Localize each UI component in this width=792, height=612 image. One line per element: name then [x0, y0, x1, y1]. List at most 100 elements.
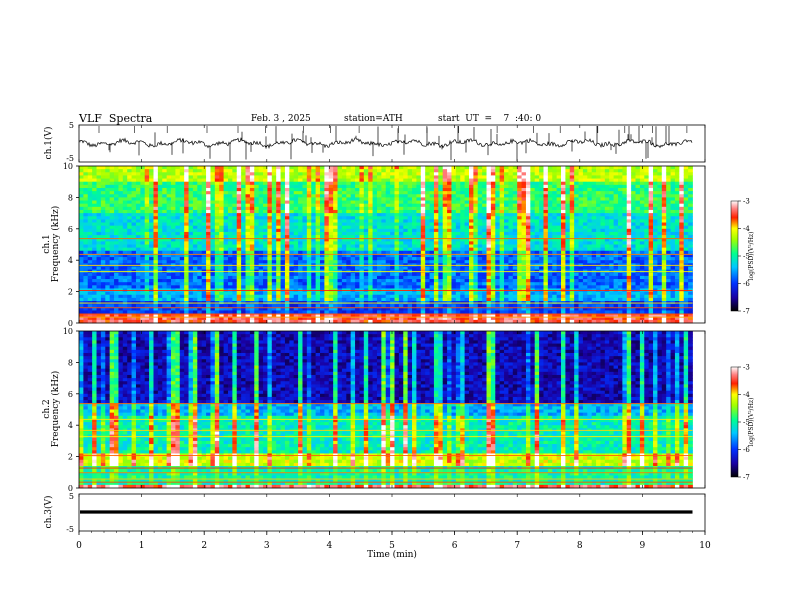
spectrogram-cell — [175, 209, 181, 214]
spectrogram-cell — [324, 279, 330, 283]
spectrogram-cell — [429, 197, 435, 201]
spectrogram-cell — [376, 184, 382, 189]
spectrogram-cell — [504, 294, 509, 299]
spectrogram-cell — [162, 178, 168, 183]
spectrogram-cell — [223, 169, 229, 173]
spectrogram-cell — [499, 238, 505, 242]
spectrogram-cell — [298, 291, 303, 296]
spectrogram-cell — [293, 247, 299, 252]
spectrogram-cell — [350, 231, 356, 236]
spectrogram-cell — [482, 253, 487, 258]
spectrogram-cell — [359, 231, 365, 236]
spectrogram-cell — [118, 200, 124, 205]
spectrogram-cell — [385, 169, 391, 173]
spectrogram-cell — [385, 275, 391, 280]
spectrogram-cell — [201, 169, 207, 173]
spectrogram-cell — [495, 184, 501, 189]
spectrogram-cell — [219, 216, 224, 220]
spectrogram-cell — [311, 253, 317, 258]
spectrogram-cell — [315, 313, 321, 318]
spectrogram-cell — [341, 166, 347, 170]
spectrogram-cell — [149, 209, 154, 214]
spectrogram-cell — [223, 257, 229, 261]
spectrogram-cell — [482, 313, 487, 318]
spectrogram-cell — [241, 250, 246, 255]
spectrogram-cell — [184, 257, 189, 261]
spectrogram-cell — [232, 307, 238, 311]
spectrogram-cell — [442, 206, 448, 211]
spectrogram-cell — [398, 172, 404, 176]
spectrogram-cell — [372, 178, 378, 183]
spectrogram-cell — [302, 191, 308, 195]
spectrogram-cell — [390, 175, 395, 179]
spectrogram-cell — [192, 241, 198, 245]
spectrogram-cell — [324, 191, 330, 195]
spectrogram-cell — [372, 231, 378, 236]
spectrogram-cell — [372, 209, 378, 214]
spectrogram-cell — [442, 260, 448, 264]
spectrogram-cell — [306, 172, 312, 176]
spectrogram-cell — [192, 175, 198, 179]
spectrogram-cell — [355, 307, 360, 311]
spectrogram-cell — [171, 244, 176, 249]
spectrogram-cell — [276, 285, 281, 289]
spectrogram-cell — [346, 178, 352, 183]
spectrogram-cell — [407, 291, 413, 296]
spectrogram-cell — [398, 181, 404, 186]
spectrogram-cell — [381, 225, 387, 230]
spectrogram-cell — [236, 216, 242, 220]
spectrogram-cell — [179, 260, 185, 264]
spectrogram-cell — [280, 225, 286, 230]
spectrogram-cell — [162, 203, 168, 208]
spectrogram-cell — [179, 291, 185, 296]
spectrogram-cell — [368, 310, 373, 314]
spectrogram-cell — [184, 206, 189, 211]
spectrogram-cell — [447, 219, 452, 223]
spectrogram-cell — [241, 282, 246, 286]
spectrogram-cell — [495, 291, 501, 296]
spectrogram-cell — [398, 313, 404, 318]
spectrogram-cell — [232, 178, 238, 183]
spectrogram-cell — [118, 304, 124, 308]
spectrogram-cell — [438, 194, 444, 198]
spectrogram-cell — [469, 200, 474, 205]
spectrogram-cell — [346, 222, 352, 227]
spectrogram-cell — [83, 260, 89, 264]
spectrogram-cell — [407, 187, 413, 192]
spectrogram-cell — [298, 272, 303, 277]
spectrogram-cell — [149, 219, 154, 223]
spectrogram-cell — [241, 206, 246, 211]
spectrogram-cell — [179, 285, 185, 289]
spectrogram-cell — [227, 203, 233, 208]
spectrogram-cell — [407, 197, 413, 201]
spectrogram-cell — [135, 272, 141, 277]
spectrogram-cell — [504, 310, 509, 314]
spectrogram-cell — [241, 316, 246, 321]
spectrogram-cell — [284, 257, 290, 261]
spectrogram-cell — [188, 231, 194, 236]
spectrogram-cell — [114, 209, 119, 214]
spectrogram-cell — [227, 304, 233, 308]
spectrogram-cell — [267, 316, 273, 321]
spectrogram-cell — [398, 266, 404, 271]
spectrogram-cell — [131, 191, 137, 195]
spectrogram-cell — [341, 282, 347, 286]
spectrogram-cell — [276, 200, 281, 205]
spectrogram-cell — [385, 194, 391, 198]
spectrogram-cell — [267, 260, 273, 264]
spectrogram-cell — [363, 304, 369, 308]
spectrogram-cell — [429, 294, 435, 299]
spectrogram-cell — [87, 272, 93, 277]
spectrogram-cell — [175, 310, 181, 314]
spectrogram-cell — [508, 282, 514, 286]
spectrogram-cell — [486, 279, 492, 283]
spectrogram-cell — [166, 294, 172, 299]
spectrogram-cell — [232, 238, 238, 242]
spectrogram-cell — [469, 203, 474, 208]
spectrogram-cell — [114, 282, 119, 286]
spectrogram-cell — [131, 187, 137, 192]
spectrogram-cell — [442, 275, 448, 280]
spectrogram-cell — [407, 241, 413, 245]
spectrogram-cell — [320, 184, 325, 189]
spectrogram-cell — [214, 253, 220, 258]
